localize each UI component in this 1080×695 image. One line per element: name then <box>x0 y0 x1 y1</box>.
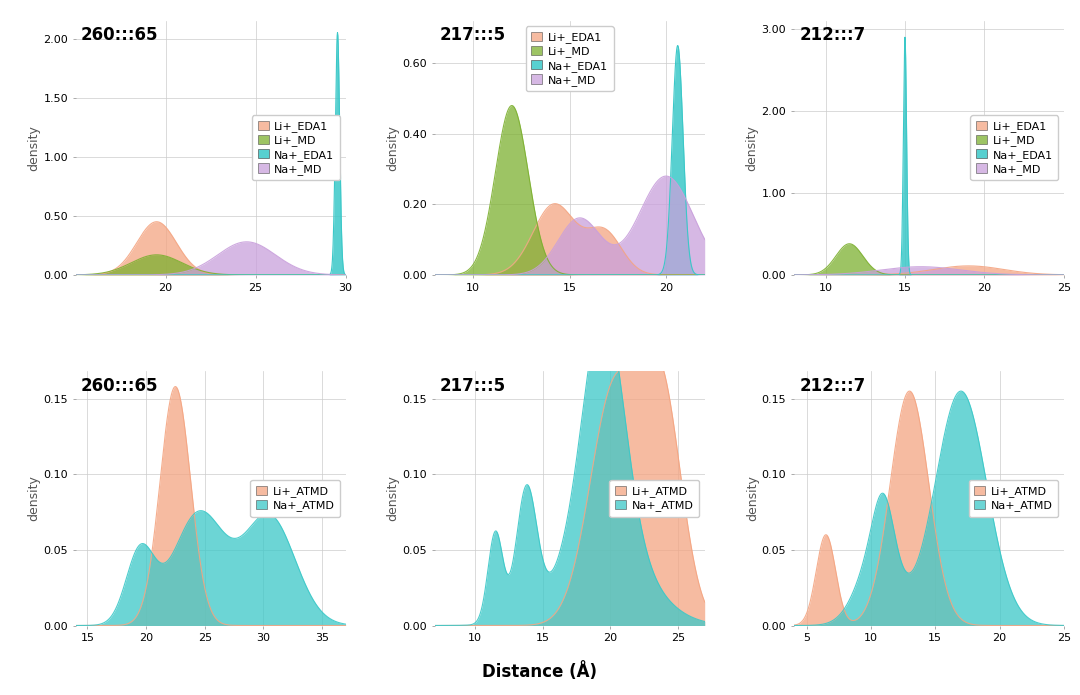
Text: 212:::7: 212:::7 <box>799 377 865 395</box>
Text: 217:::5: 217:::5 <box>441 377 507 395</box>
Legend: Li+_ATMD, Na+_ATMD: Li+_ATMD, Na+_ATMD <box>609 480 699 517</box>
Text: 260:::65: 260:::65 <box>81 377 159 395</box>
Y-axis label: density: density <box>28 475 41 521</box>
Legend: Li+_EDA1, Li+_MD, Na+_EDA1, Na+_MD: Li+_EDA1, Li+_MD, Na+_EDA1, Na+_MD <box>526 26 613 91</box>
Legend: Li+_EDA1, Li+_MD, Na+_EDA1, Na+_MD: Li+_EDA1, Li+_MD, Na+_EDA1, Na+_MD <box>252 115 340 180</box>
Legend: Li+_ATMD, Na+_ATMD: Li+_ATMD, Na+_ATMD <box>251 480 340 517</box>
Text: 212:::7: 212:::7 <box>799 26 865 44</box>
Y-axis label: density: density <box>27 125 40 171</box>
Legend: Li+_ATMD, Na+_ATMD: Li+_ATMD, Na+_ATMD <box>969 480 1058 517</box>
Y-axis label: density: density <box>746 475 759 521</box>
Y-axis label: density: density <box>387 475 400 521</box>
Legend: Li+_EDA1, Li+_MD, Na+_EDA1, Na+_MD: Li+_EDA1, Li+_MD, Na+_EDA1, Na+_MD <box>970 115 1058 180</box>
Text: 260:::65: 260:::65 <box>81 26 159 44</box>
Y-axis label: density: density <box>387 125 400 171</box>
Text: 217:::5: 217:::5 <box>441 26 507 44</box>
Y-axis label: density: density <box>745 125 758 171</box>
Text: Distance (Å): Distance (Å) <box>483 662 597 681</box>
